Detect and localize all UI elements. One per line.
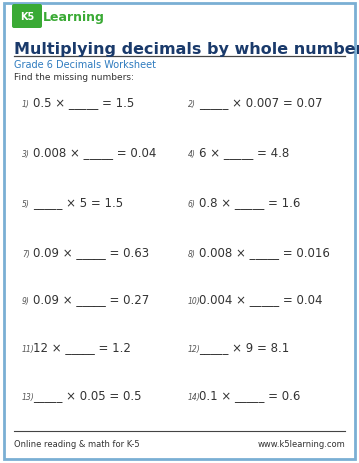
Text: 14): 14) [188, 392, 201, 401]
Text: 5): 5) [22, 200, 30, 208]
Text: Grade 6 Decimals Worksheet: Grade 6 Decimals Worksheet [14, 60, 156, 70]
Text: 0.5 × _____ = 1.5: 0.5 × _____ = 1.5 [33, 96, 134, 109]
Text: 0.004 × _____ = 0.04: 0.004 × _____ = 0.04 [199, 293, 322, 306]
Text: 13): 13) [22, 392, 35, 401]
Text: Multiplying decimals by whole numbers: Multiplying decimals by whole numbers [14, 42, 359, 57]
Text: 0.1 × _____ = 0.6: 0.1 × _____ = 0.6 [199, 388, 300, 401]
Text: 2): 2) [188, 100, 196, 109]
Text: 12): 12) [188, 344, 201, 353]
Text: 6): 6) [188, 200, 196, 208]
Text: _____ × 0.007 = 0.07: _____ × 0.007 = 0.07 [199, 96, 322, 109]
Text: 10): 10) [188, 296, 201, 305]
Text: 7): 7) [22, 250, 30, 258]
Text: 0.8 × _____ = 1.6: 0.8 × _____ = 1.6 [199, 196, 300, 209]
Text: 0.008 × _____ = 0.016: 0.008 × _____ = 0.016 [199, 246, 330, 259]
Text: 9): 9) [22, 296, 30, 305]
Text: Find the missing numbers:: Find the missing numbers: [14, 73, 134, 82]
Text: _____ × 0.05 = 0.5: _____ × 0.05 = 0.5 [33, 388, 141, 401]
Text: 0.09 × _____ = 0.27: 0.09 × _____ = 0.27 [33, 293, 149, 306]
Text: 12 × _____ = 1.2: 12 × _____ = 1.2 [33, 341, 131, 354]
Text: _____ × 5 = 1.5: _____ × 5 = 1.5 [33, 196, 123, 209]
Text: 0.008 × _____ = 0.04: 0.008 × _____ = 0.04 [33, 146, 157, 159]
Text: K5: K5 [20, 12, 34, 22]
Text: Learning: Learning [43, 11, 105, 24]
Text: 1): 1) [22, 100, 30, 109]
Text: 0.09 × _____ = 0.63: 0.09 × _____ = 0.63 [33, 246, 149, 259]
Text: 3): 3) [22, 150, 30, 159]
Text: 11): 11) [22, 344, 35, 353]
Text: Online reading & math for K-5: Online reading & math for K-5 [14, 439, 140, 448]
Text: 6 × _____ = 4.8: 6 × _____ = 4.8 [199, 146, 289, 159]
Text: _____ × 9 = 8.1: _____ × 9 = 8.1 [199, 341, 289, 354]
Text: 8): 8) [188, 250, 196, 258]
Text: 4): 4) [188, 150, 196, 159]
FancyBboxPatch shape [4, 4, 355, 459]
FancyBboxPatch shape [12, 5, 42, 29]
Text: www.k5learning.com: www.k5learning.com [257, 439, 345, 448]
